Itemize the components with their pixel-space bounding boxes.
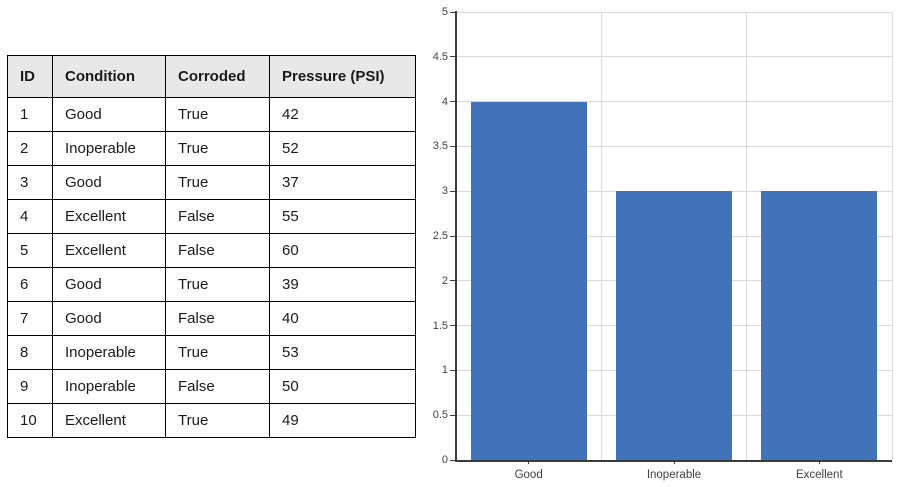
y-axis-tick-label: 2.5 bbox=[432, 230, 448, 242]
cell-condition: Inoperable bbox=[52, 335, 166, 370]
y-axis-tick bbox=[450, 190, 456, 192]
header-corroded: Corroded bbox=[165, 55, 270, 98]
v-gridline bbox=[746, 12, 748, 460]
cell-pressure: 55 bbox=[269, 199, 416, 234]
cell-pressure: 39 bbox=[269, 267, 416, 302]
y-axis-tick bbox=[450, 369, 456, 371]
y-axis-tick-label: 1 bbox=[441, 364, 448, 377]
cell-pressure: 50 bbox=[269, 369, 416, 404]
cell-id: 7 bbox=[7, 301, 53, 336]
x-axis-tick-label: Excellent bbox=[795, 469, 843, 481]
y-axis-tick-label: 0 bbox=[441, 454, 448, 466]
header-pressure: Pressure (PSI) bbox=[269, 55, 416, 98]
x-axis-tick bbox=[818, 460, 820, 464]
cell-id: 4 bbox=[7, 199, 53, 234]
cell-id: 3 bbox=[7, 165, 53, 200]
bar bbox=[470, 101, 587, 460]
bar-chart: 0 0.5 1 1.5 2 2.5 3 3.5 4 4.5 5 Good Inoperable Excel… bbox=[430, 0, 904, 487]
cell-corroded: True bbox=[165, 335, 270, 370]
y-axis-tick-label: 2 bbox=[441, 274, 448, 287]
cell-condition: Inoperable bbox=[52, 369, 166, 404]
bar bbox=[615, 191, 733, 460]
table-header-row: ID Condition Corroded Pressure (PSI) bbox=[7, 55, 416, 98]
y-axis-tick-label: 4 bbox=[441, 95, 448, 108]
x-axis-tick-label: Inoperable bbox=[646, 469, 702, 481]
y-axis-tick-label: 3 bbox=[441, 185, 448, 198]
cell-condition: Excellent bbox=[52, 199, 166, 234]
cell-corroded: True bbox=[165, 403, 270, 438]
cell-pressure: 40 bbox=[269, 301, 416, 336]
table-row: 10 Excellent True 49 bbox=[7, 403, 416, 438]
cell-corroded: False bbox=[165, 301, 270, 336]
cell-pressure: 53 bbox=[269, 335, 416, 370]
y-axis-tick bbox=[450, 56, 456, 58]
x-axis-line bbox=[455, 460, 892, 462]
cell-condition: Good bbox=[52, 267, 166, 302]
x-axis-tick bbox=[673, 460, 675, 464]
v-gridline bbox=[891, 12, 893, 460]
cell-condition: Good bbox=[52, 165, 166, 200]
cell-corroded: True bbox=[165, 267, 270, 302]
y-axis-tick-label: 5 bbox=[441, 6, 448, 18]
y-axis-tick bbox=[450, 145, 456, 147]
h-gridline bbox=[456, 11, 892, 13]
cell-corroded: True bbox=[165, 131, 270, 166]
y-axis-line bbox=[455, 11, 457, 461]
cell-corroded: False bbox=[165, 233, 270, 268]
cell-id: 10 bbox=[7, 403, 53, 438]
y-axis-tick bbox=[450, 235, 456, 237]
h-gridline bbox=[456, 56, 892, 58]
v-gridline bbox=[600, 12, 602, 460]
y-axis-tick bbox=[450, 459, 456, 461]
cell-id: 1 bbox=[7, 97, 53, 132]
cell-condition: Excellent bbox=[52, 233, 166, 268]
cell-pressure: 42 bbox=[269, 97, 416, 132]
cell-condition: Good bbox=[52, 97, 166, 132]
pipe-data-table: ID Condition Corroded Pressure (PSI) 1 G… bbox=[7, 55, 416, 438]
cell-pressure: 37 bbox=[269, 165, 416, 200]
cell-pressure: 60 bbox=[269, 233, 416, 268]
y-axis-tick bbox=[450, 280, 456, 282]
h-gridline bbox=[456, 145, 892, 147]
cell-pressure: 52 bbox=[269, 131, 416, 166]
y-axis-tick bbox=[450, 325, 456, 327]
cell-id: 2 bbox=[7, 131, 53, 166]
table-row: 9 Inoperable False 50 bbox=[7, 369, 416, 404]
x-axis-tick bbox=[528, 460, 530, 464]
cell-pressure: 49 bbox=[269, 403, 416, 438]
h-gridline bbox=[456, 101, 892, 103]
cell-condition: Good bbox=[52, 301, 166, 336]
cell-corroded: True bbox=[165, 165, 270, 200]
table-row: 4 Excellent False 55 bbox=[7, 199, 416, 234]
cell-condition: Excellent bbox=[52, 403, 166, 438]
cell-id: 6 bbox=[7, 267, 53, 302]
bar bbox=[761, 191, 878, 460]
cell-condition: Inoperable bbox=[52, 131, 166, 166]
cell-id: 9 bbox=[7, 369, 53, 404]
y-axis-tick-label: 0.5 bbox=[432, 409, 448, 422]
table-row: 5 Excellent False 60 bbox=[7, 233, 416, 268]
table-row: 2 Inoperable True 52 bbox=[7, 131, 416, 166]
cell-corroded: False bbox=[165, 369, 270, 404]
y-axis-tick-label: 3.5 bbox=[432, 140, 448, 153]
y-axis-tick bbox=[450, 414, 456, 416]
cell-corroded: False bbox=[165, 199, 270, 234]
table-row: 8 Inoperable True 53 bbox=[7, 335, 416, 370]
cell-id: 5 bbox=[7, 233, 53, 268]
header-id: ID bbox=[7, 55, 53, 98]
table-row: 1 Good True 42 bbox=[7, 97, 416, 132]
cell-id: 8 bbox=[7, 335, 53, 370]
table-row: 3 Good True 37 bbox=[7, 165, 416, 200]
header-condition: Condition bbox=[52, 55, 166, 98]
y-axis-tick bbox=[450, 11, 456, 13]
y-axis-tick bbox=[450, 101, 456, 103]
table-row: 7 Good False 40 bbox=[7, 301, 416, 336]
table-row: 6 Good True 39 bbox=[7, 267, 416, 302]
cell-corroded: True bbox=[165, 97, 270, 132]
y-axis-tick-label: 4.5 bbox=[432, 50, 448, 63]
y-axis-tick-label: 1.5 bbox=[432, 319, 448, 332]
x-axis-tick-label: Good bbox=[514, 469, 543, 481]
